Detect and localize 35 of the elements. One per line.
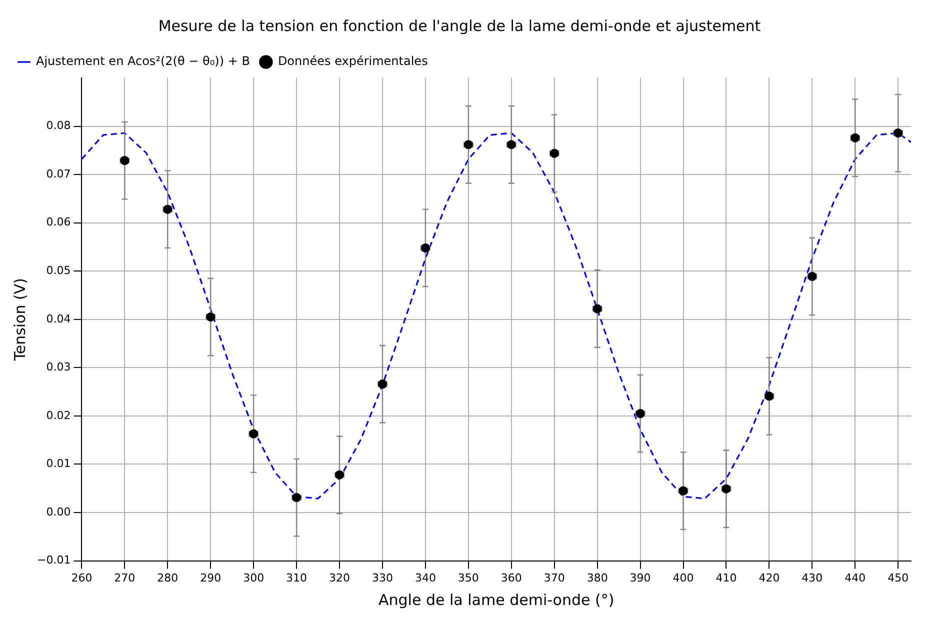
x-tick-label: 350 bbox=[458, 571, 479, 584]
x-tick-label: 370 bbox=[544, 571, 565, 584]
y-tick-label: 0.04 bbox=[46, 312, 71, 326]
x-tick-label: 410 bbox=[716, 571, 737, 584]
y-tick-label: 0.01 bbox=[46, 457, 71, 470]
x-tick-label: 440 bbox=[844, 571, 866, 584]
y-tick-label: 0.03 bbox=[46, 360, 71, 374]
y-tick-label: 0.00 bbox=[46, 505, 71, 518]
x-tick-label: 310 bbox=[286, 571, 308, 584]
x-tick-label: 300 bbox=[243, 571, 264, 584]
y-tick-label: 0.05 bbox=[46, 264, 71, 277]
y-tick-label: 0.02 bbox=[46, 408, 71, 422]
y-tick-label: −0.01 bbox=[36, 554, 71, 567]
x-tick-label: 420 bbox=[758, 571, 780, 584]
x-tick-label: 320 bbox=[329, 571, 350, 584]
x-tick-label: 330 bbox=[372, 571, 393, 584]
x-tick-label: 390 bbox=[630, 571, 651, 584]
x-tick-label: 290 bbox=[200, 571, 222, 584]
chart-title: Mesure de la tension en fonction de l'angle de la lame demi-onde et ajustement bbox=[158, 16, 761, 35]
y-tick-label: 0.06 bbox=[46, 216, 71, 229]
x-tick-label: 270 bbox=[114, 571, 136, 584]
x-axis-title: Angle de la lame demi-onde (°) bbox=[378, 590, 614, 609]
x-tick-label: 380 bbox=[586, 571, 608, 584]
y-axis-title: Tension (V) bbox=[10, 278, 29, 362]
x-tick-label: 430 bbox=[802, 571, 823, 584]
y-tick-label: 0.07 bbox=[46, 167, 71, 180]
y-tick-label: 0.08 bbox=[46, 119, 71, 132]
x-tick-label: 340 bbox=[414, 571, 436, 584]
x-tick-label: 400 bbox=[672, 571, 694, 584]
x-tick-label: 280 bbox=[157, 571, 178, 584]
x-tick-label: 260 bbox=[71, 571, 92, 584]
legend-label: Ajustement en Acos²(2(θ − θ₀)) + B bbox=[36, 54, 250, 68]
legend-label: Données expérimentales bbox=[278, 54, 428, 68]
x-tick-label: 450 bbox=[888, 571, 909, 584]
x-tick-label: 360 bbox=[500, 571, 522, 584]
